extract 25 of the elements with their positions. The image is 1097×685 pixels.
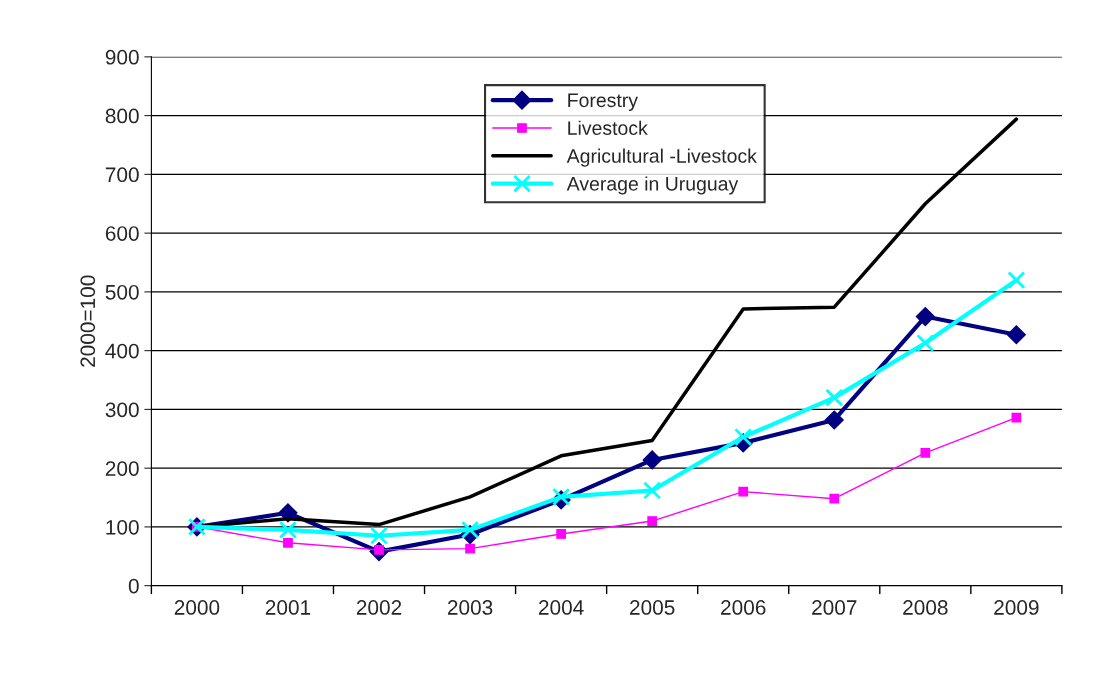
x-tick-label: 2007 xyxy=(812,600,857,615)
x-tick-label: 2005 xyxy=(630,600,675,615)
legend-label: Livestock xyxy=(568,120,648,135)
y-tick-label: 600 xyxy=(105,226,139,241)
x-tick-label: 2003 xyxy=(447,600,493,615)
x-tick-label: 2004 xyxy=(538,600,584,615)
y-axis-title: 2000=100 xyxy=(80,275,96,367)
x-tick-label: 2006 xyxy=(721,600,766,615)
legend-label: Agricultural -Livestock xyxy=(566,148,757,167)
y-tick-label: 100 xyxy=(106,519,139,535)
legend-label: Forestry xyxy=(568,93,638,111)
y-tick-label: 200 xyxy=(105,461,139,476)
x-tick-label: 2009 xyxy=(994,600,1039,615)
y-tick-label: 400 xyxy=(105,343,139,359)
legend-label: Average in Uruguay xyxy=(566,176,739,195)
y-tick-label: 900 xyxy=(105,49,139,65)
y-tick-label: 0 xyxy=(128,578,139,594)
y-tick-label: 300 xyxy=(105,402,139,418)
y-tick-label: 700 xyxy=(105,167,139,183)
y-tick-label: 800 xyxy=(105,108,139,124)
x-tick-label: 2001 xyxy=(265,600,311,615)
y-tick-label: 500 xyxy=(105,284,139,300)
x-tick-label: 2008 xyxy=(903,600,948,615)
x-tick-label: 2000 xyxy=(174,600,220,615)
x-tick-label: 2002 xyxy=(356,600,402,615)
